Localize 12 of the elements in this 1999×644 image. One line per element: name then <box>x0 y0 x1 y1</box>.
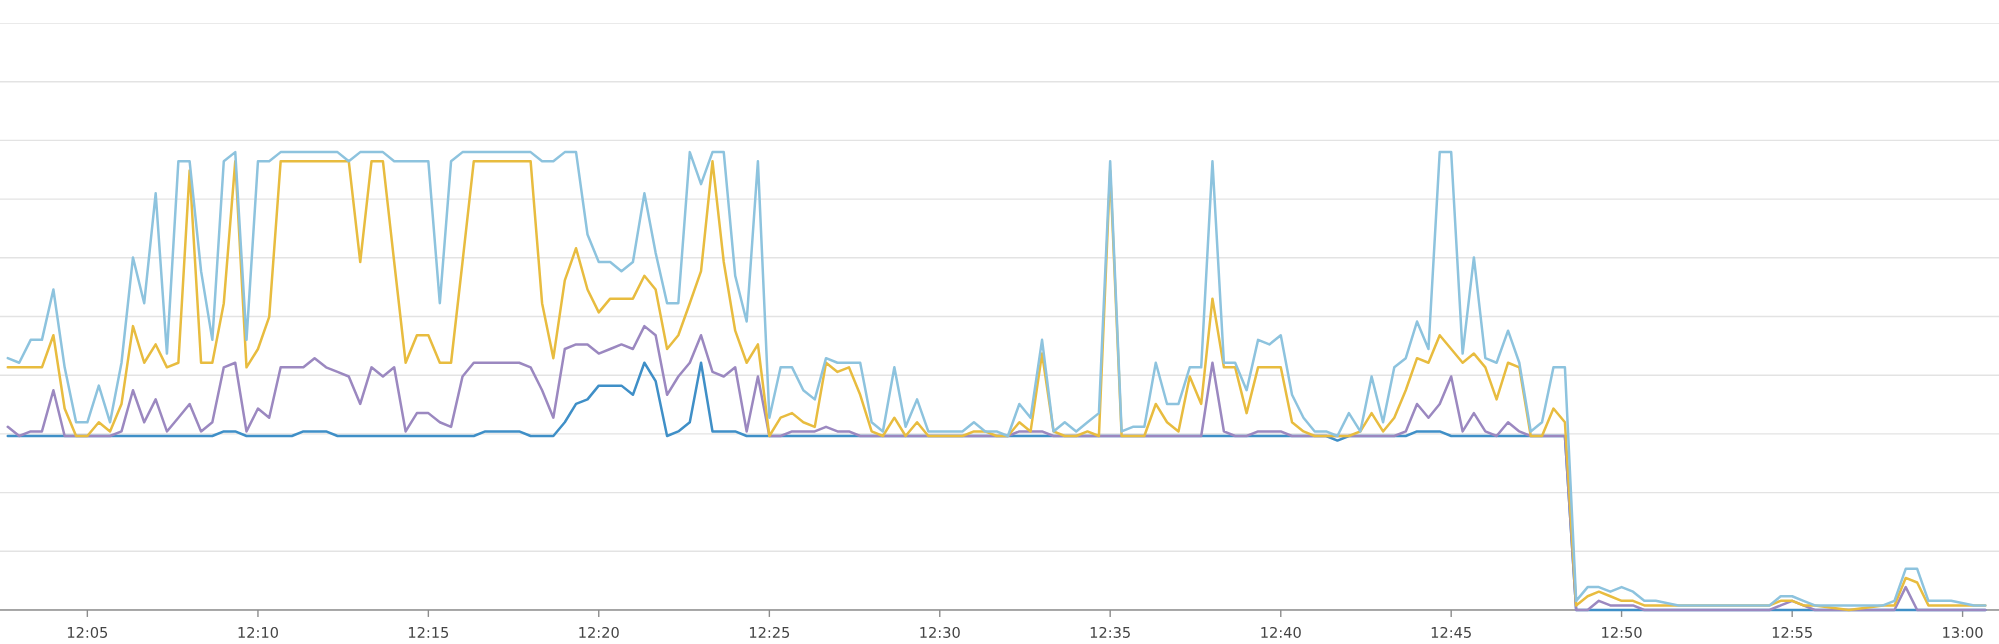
x-tick-label: 12:40 <box>1261 626 1301 638</box>
x-tick-label: 12:50 <box>1602 626 1642 638</box>
x-tick-label: 12:30 <box>920 626 960 638</box>
x-tick-label: 12:25 <box>749 626 790 638</box>
x-tick-label: 13:00 <box>1943 626 1983 638</box>
x-tick-label: 12:10 <box>238 626 278 638</box>
x-tick-label: 12:05 <box>67 626 108 638</box>
x-tick-label: 12:45 <box>1431 626 1471 638</box>
x-tick-label: 12:20 <box>579 626 619 638</box>
x-tick-label: 12:35 <box>1090 626 1130 638</box>
x-tick-label: 12:15 <box>408 626 449 638</box>
x-tick-label: 12:55 <box>1772 626 1812 638</box>
